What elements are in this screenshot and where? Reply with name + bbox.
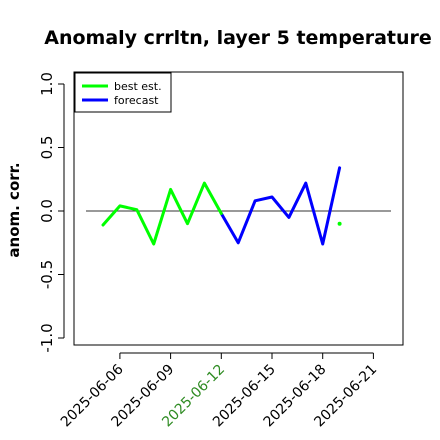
y-tick-label: 1.0 [38,72,56,96]
plot-area: -1.0-0.50.00.51.02025-06-062025-06-09202… [38,71,404,430]
y-tick-label: -1.0 [38,323,56,352]
chart-title: Anomaly crrltn, layer 5 temperature [44,27,432,49]
y-tick-label: 0.5 [38,136,56,160]
legend-label: forecast [114,94,159,107]
series-point-best-est [337,221,342,226]
series-line-best-est [101,181,223,246]
y-axis-label: anom. corr. [5,162,23,257]
y-tick-label: 0.0 [38,199,56,223]
legend-box [74,72,172,113]
legend-label: best est. [114,80,162,93]
y-tick-label: -0.5 [38,260,56,289]
series-line-forecast [219,166,342,246]
plot-frame [73,71,404,346]
